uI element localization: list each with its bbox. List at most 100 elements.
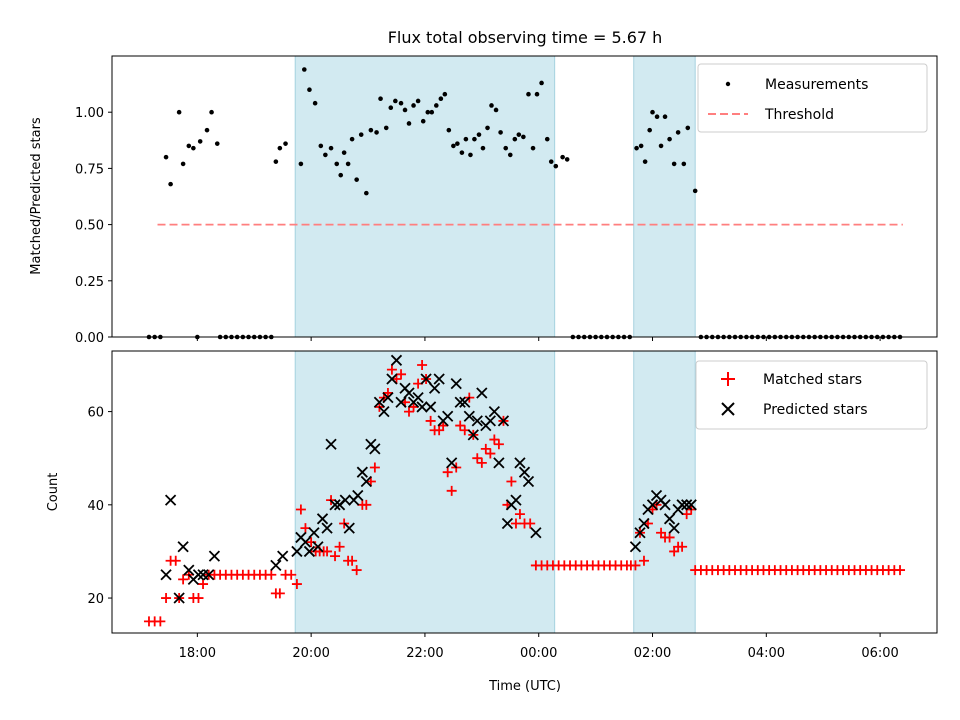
matched-star-point: [330, 551, 341, 562]
predicted-star-point: [343, 522, 355, 534]
measurement-point: [420, 118, 426, 124]
y-tick-label: 0.50: [75, 219, 104, 234]
predicted-star-point: [291, 545, 303, 558]
legend: Measurements Threshold: [697, 63, 928, 133]
measurement-point: [503, 145, 509, 151]
shaded-span-0: [294, 55, 556, 338]
predicted-star-point: [378, 405, 390, 418]
legend-label-threshold: Threshold: [764, 107, 834, 123]
matched-star-point: [664, 532, 675, 543]
matched-star-point: [472, 453, 483, 464]
legend-label-predicted: Predicted stars: [763, 402, 868, 418]
predicted-star-point: [395, 396, 407, 408]
predicted-star-point: [663, 513, 676, 525]
measurement-point: [658, 143, 664, 149]
y-tick-label: 0.25: [75, 275, 104, 290]
measurement-point: [521, 134, 526, 140]
measurement-point: [338, 172, 344, 178]
measurement-point: [675, 130, 681, 135]
matched-star-point: [408, 401, 419, 412]
matched-star-point: [446, 485, 457, 496]
axes-frame: [111, 350, 938, 634]
predicted-star-point: [446, 457, 458, 469]
measurement-point: [318, 143, 324, 149]
measurement-point: [451, 143, 456, 149]
measurement-point: [485, 125, 490, 131]
measurement-point: [402, 107, 408, 113]
measurement-point: [642, 159, 648, 164]
x-tick-label: 18:00: [179, 646, 216, 661]
matched-star-point: [322, 546, 333, 557]
measurement-point: [446, 127, 452, 133]
measurement-point: [307, 87, 312, 93]
predicted-star-point: [433, 373, 445, 385]
matched-star-point: [895, 565, 906, 576]
measurement-point: [374, 130, 379, 135]
predicted-star-point: [299, 536, 312, 548]
measurement-point: [312, 100, 318, 106]
predicted-star-point: [681, 499, 693, 511]
x-tick-label: 00:00: [520, 646, 557, 661]
measurement-point: [459, 150, 465, 155]
y-tick-label: 40: [87, 499, 104, 514]
predicted-star-point: [177, 541, 189, 553]
shaded-spans: [294, 55, 696, 338]
predicted-star-point: [454, 396, 466, 408]
predicted-star-point: [303, 545, 316, 558]
measurement-point: [425, 109, 431, 115]
matched-star-point: [514, 509, 525, 520]
measurement-point: [197, 139, 203, 144]
measurement-point: [354, 177, 359, 182]
matched-star-point: [630, 560, 641, 571]
predicted-star-point: [183, 564, 195, 576]
predicted-star-point: [476, 387, 488, 399]
x-tick-label: 06:00: [861, 646, 898, 661]
measurement-point: [398, 100, 404, 106]
matched-star-point: [155, 616, 166, 627]
matched-star-point: [295, 504, 306, 515]
star-count-points: [143, 354, 906, 627]
matched-star-point: [493, 439, 504, 450]
predicted-star-point: [424, 401, 437, 413]
predicted-star-point: [659, 499, 671, 511]
measurement-point: [647, 127, 652, 133]
predicted-star-point: [164, 494, 177, 506]
matched-star-point: [480, 443, 491, 454]
matched-star-point: [170, 555, 181, 566]
x-axis-label: Time (UTC): [488, 679, 561, 694]
matched-star-point: [417, 359, 428, 370]
predicted-star-point: [360, 475, 372, 488]
measurement-point: [634, 145, 639, 151]
predicted-star-point: [638, 517, 650, 530]
predicted-star-point: [530, 527, 542, 539]
matched-star-point: [198, 579, 209, 590]
x-ticks: 18:00 20:00 22:00 00:00 02:00 04:00 06:00: [179, 633, 899, 661]
y-tick-label: 0.00: [75, 331, 104, 346]
axes-frame: [111, 55, 938, 338]
matched-star-point: [369, 462, 380, 473]
measurement-point: [468, 152, 473, 158]
predicted-star-point: [270, 559, 282, 572]
predicted-star-point: [386, 373, 398, 385]
measurement-point: [564, 157, 570, 162]
matched-star-point: [404, 406, 414, 417]
matched-star-point: [525, 518, 536, 529]
legend-dot-icon: [725, 81, 731, 87]
predicted-star-point: [369, 443, 381, 455]
predicted-star-point: [646, 499, 659, 511]
matched-star-point: [455, 420, 466, 431]
y-axis-label: Count: [46, 473, 61, 512]
measurement-point: [204, 127, 210, 133]
measurement-point: [214, 141, 220, 146]
predicted-star-point: [428, 382, 441, 394]
y-axis-label: Matched/Predicted stars: [29, 117, 44, 275]
measurement-point: [671, 161, 677, 167]
measurement-point: [364, 190, 369, 196]
y-ticks: 20 40 60: [87, 406, 112, 607]
x-tick-label: 02:00: [634, 646, 671, 661]
predicted-star-point: [629, 541, 642, 553]
predicted-star-point: [463, 410, 475, 422]
measurement-point: [368, 127, 374, 133]
predicted-star-point: [676, 499, 688, 511]
measurement-point: [692, 188, 698, 194]
